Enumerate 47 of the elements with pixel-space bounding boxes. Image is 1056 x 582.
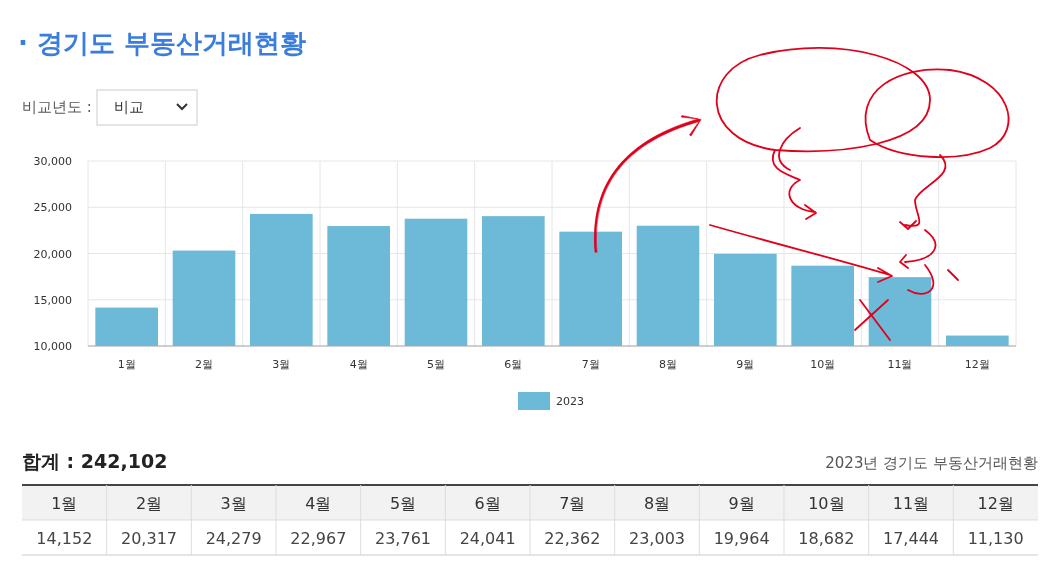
category-label: 7월	[559, 494, 586, 513]
x-tick-label: 12월	[964, 358, 990, 371]
text: 비교년도 :	[22, 98, 92, 116]
x-tick-label: 2월	[195, 358, 213, 371]
x-tick-label: 10월	[810, 358, 836, 371]
text: 24,041	[459, 529, 516, 548]
text: 23,761	[375, 529, 431, 548]
category-label: 9월	[728, 494, 755, 513]
text: 20,317	[121, 529, 177, 548]
text: 14,152	[36, 529, 93, 548]
category-label: 8월	[643, 494, 671, 513]
y-tick-label: 15,000	[33, 293, 72, 307]
category-label: 10월	[808, 494, 845, 513]
x-tick-label: 9월	[736, 358, 755, 371]
category-label: 11월	[892, 494, 930, 513]
y-tick-label: 30,000	[33, 155, 72, 168]
text: 2023년 경기도 부동산거래현황	[825, 454, 1038, 472]
legend-label: 2023	[556, 395, 584, 408]
x-tick-label: 7월	[581, 358, 600, 371]
x-tick-label: 3월	[272, 358, 291, 371]
text: 22,967	[290, 529, 347, 548]
y-tick-label: 10,000	[33, 340, 72, 353]
category-label: 5월	[389, 494, 417, 513]
text: 합계 : 242,102	[22, 450, 168, 472]
category-label: 3월	[220, 494, 247, 513]
text: 19,964	[713, 529, 770, 548]
x-tick-label: 8월	[659, 358, 677, 371]
category-label: 1월	[51, 494, 78, 513]
y-tick-label: 25,000	[33, 201, 72, 215]
text: 24,279	[205, 529, 262, 548]
x-tick-label: 4월	[349, 358, 368, 371]
x-tick-label: 5월	[427, 358, 445, 371]
x-tick-label: 6월	[504, 358, 523, 371]
text: 11,130	[967, 529, 1024, 548]
text: 17,444	[883, 529, 939, 548]
chart-title: · 경기도 부동산거래현황	[18, 28, 306, 58]
category-label: 2월	[135, 494, 163, 513]
category-label: 12월	[977, 494, 1014, 513]
x-tick-label: 1월	[117, 358, 136, 371]
text: 22,362	[544, 529, 601, 548]
x-tick-label: 11월	[887, 358, 913, 371]
text: 비교	[114, 98, 144, 116]
y-tick-label: 20,000	[33, 247, 72, 261]
category-label: 4월	[305, 494, 332, 513]
category-label: 6월	[474, 494, 501, 513]
text: 18,682	[798, 529, 855, 548]
text: 23,003	[629, 529, 685, 548]
